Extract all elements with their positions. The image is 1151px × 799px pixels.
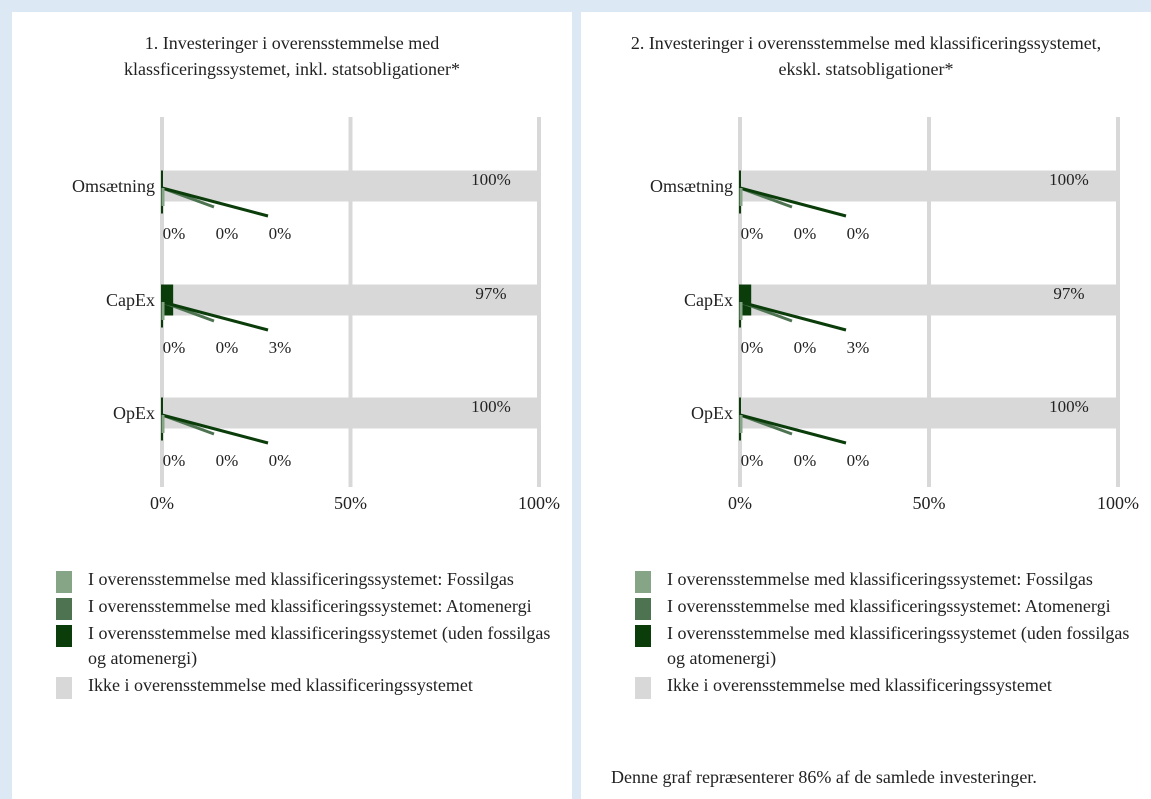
legend-label: I overensstemmelse med klassificeringssy… [88, 596, 532, 616]
x-tick-label: 0% [150, 493, 174, 513]
legend-item: I overensstemmelse med klassificeringssy… [635, 594, 1147, 620]
leader-line [739, 413, 847, 445]
bar-aligned [740, 284, 752, 316]
data-label: 0% [269, 224, 292, 243]
data-label: 0% [847, 224, 870, 243]
legend-swatch [635, 571, 651, 593]
chart-legend-2: I overensstemmelse med klassificeringssy… [635, 567, 1147, 700]
category-label: CapEx [106, 290, 155, 310]
bar-chart-1: 0% 50% 100% Omsætning 0% 0% 0% 100% CapEx 0% 0% 3% 9… [72, 117, 560, 513]
bar-not-aligned [740, 170, 1118, 202]
x-tick-label: 50% [913, 493, 946, 513]
category-label: Omsætning [650, 176, 733, 196]
legend-swatch [635, 677, 651, 699]
data-label: 0% [741, 338, 764, 357]
category-label: Omsætning [72, 176, 155, 196]
data-label: 100% [471, 397, 511, 416]
leader-line [161, 413, 269, 445]
bar-chart-2: 0% 50% 100% Omsætning 0% 0% 0% 100% CapEx 0% 0% 3% 9… [650, 117, 1139, 513]
leader-line [739, 300, 847, 332]
legend-label: I overensstemmelse med klassificeringssy… [88, 623, 551, 668]
x-tick-label: 50% [334, 493, 367, 513]
data-label: 0% [794, 224, 817, 243]
leader-line [161, 186, 269, 218]
legend-swatch [635, 625, 651, 647]
data-label: 3% [847, 338, 870, 357]
bar-aligned [162, 284, 174, 316]
data-label: 100% [1049, 170, 1089, 189]
data-label: 0% [216, 451, 239, 470]
legend-item: Ikke i overensstemmelse med klassificeri… [635, 673, 1147, 699]
legend-item: I overensstemmelse med klassificeringssy… [635, 621, 1147, 671]
legend-label: I overensstemmelse med klassificeringssy… [88, 569, 514, 589]
data-label: 0% [216, 338, 239, 357]
legend-swatch [56, 625, 72, 647]
chart-panel-2: 2. Investeringer i overensstemmelse med … [581, 12, 1151, 799]
legend-item: I overensstemmelse med klassificeringssy… [56, 621, 568, 671]
legend-label: Ikke i overensstemmelse med klassificeri… [88, 675, 473, 695]
legend-label: Ikke i overensstemmelse med klassificeri… [667, 675, 1052, 695]
chart-title: 1. Investeringer i overensstemmelse med … [124, 33, 460, 79]
leader-line [739, 186, 847, 218]
data-label: 0% [216, 224, 239, 243]
legend-item: I overensstemmelse med klassificeringssy… [56, 594, 568, 620]
x-tick-label: 100% [1097, 493, 1139, 513]
data-label: 0% [794, 451, 817, 470]
bar-not-aligned [751, 284, 1118, 316]
data-label: 97% [1053, 284, 1084, 303]
data-label: 0% [163, 338, 186, 357]
data-label: 100% [471, 170, 511, 189]
bar-not-aligned [162, 397, 539, 429]
legend-label: I overensstemmelse med klassificeringssy… [667, 569, 1093, 589]
data-label: 0% [741, 224, 764, 243]
category-label: OpEx [113, 403, 155, 423]
category-label: CapEx [684, 290, 733, 310]
x-tick-label: 0% [728, 493, 752, 513]
legend-swatch [56, 677, 72, 699]
data-label: 0% [847, 451, 870, 470]
legend-item: Ikke i overensstemmelse med klassificeri… [56, 673, 568, 699]
legend-item: I overensstemmelse med klassificeringssy… [56, 567, 568, 593]
legend-swatch [56, 598, 72, 620]
chart-title: 2. Investeringer i overensstemmelse med … [630, 33, 1102, 79]
data-label: 0% [741, 451, 764, 470]
x-tick-label: 100% [518, 493, 560, 513]
bar-not-aligned [173, 284, 539, 316]
data-label: 0% [163, 224, 186, 243]
category-label: OpEx [691, 403, 733, 423]
bar-not-aligned [162, 170, 539, 202]
data-label: 0% [269, 451, 292, 470]
legend-label: I overensstemmelse med klassificeringssy… [667, 596, 1111, 616]
leader-line [161, 300, 269, 332]
data-label: 0% [163, 451, 186, 470]
legend-swatch [56, 571, 72, 593]
data-label: 0% [794, 338, 817, 357]
chart-legend-1: I overensstemmelse med klassificeringssy… [56, 567, 568, 700]
legend-label: I overensstemmelse med klassificeringssy… [667, 623, 1130, 668]
data-label: 100% [1049, 397, 1089, 416]
bar-not-aligned [740, 397, 1118, 429]
coverage-note: Denne graf repræsenterer 86% af de samle… [611, 767, 1037, 787]
chart-panel-1: 1. Investeringer i overensstemmelse med … [12, 12, 572, 799]
legend-item: I overensstemmelse med klassificeringssy… [635, 567, 1147, 593]
data-label: 3% [269, 338, 292, 357]
legend-swatch [635, 598, 651, 620]
data-label: 97% [475, 284, 506, 303]
